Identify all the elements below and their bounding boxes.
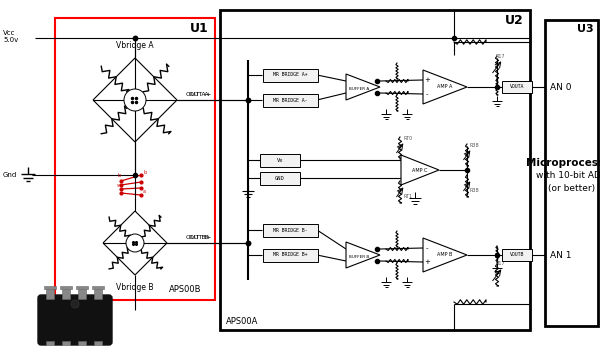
Text: b: b	[143, 170, 146, 175]
Text: MR BRIDGE B+: MR BRIDGE B+	[273, 253, 307, 257]
FancyBboxPatch shape	[38, 295, 112, 345]
Polygon shape	[423, 238, 467, 272]
Text: U2: U2	[505, 14, 524, 27]
Bar	[502, 81, 532, 93]
Text: U3: U3	[577, 24, 594, 34]
Bar	[94, 341, 102, 346]
Text: Gnd: Gnd	[3, 172, 17, 178]
Bar	[76, 286, 88, 289]
Text: BUFFER A: BUFFER A	[349, 87, 369, 91]
Text: MR BRIDGE B-: MR BRIDGE B-	[273, 228, 307, 233]
Text: R38: R38	[469, 188, 479, 193]
Text: AMP B: AMP B	[437, 253, 452, 257]
Text: APS00B: APS00B	[169, 285, 201, 294]
Bar	[260, 154, 300, 166]
Text: Vx: Vx	[277, 157, 283, 163]
Text: BUFFER B: BUFFER B	[349, 255, 369, 259]
Bar	[263, 69, 317, 82]
Bar	[92, 286, 104, 289]
Bar	[78, 341, 86, 346]
Bar	[62, 289, 70, 299]
Text: -: -	[426, 91, 428, 97]
Bar	[260, 172, 300, 184]
Circle shape	[126, 234, 144, 252]
Bar	[46, 341, 54, 346]
Bar	[46, 289, 54, 299]
Polygon shape	[401, 155, 439, 185]
Bar	[94, 289, 102, 299]
Text: AMP C: AMP C	[412, 167, 428, 173]
Bar	[263, 248, 317, 262]
Text: AMP A: AMP A	[437, 84, 452, 90]
Text: S/S: S/S	[117, 184, 124, 188]
Text: OUT B-: OUT B-	[189, 235, 211, 240]
Text: R17: R17	[495, 54, 505, 59]
Text: Microprocessor: Microprocessor	[526, 158, 600, 168]
Text: OUT B+: OUT B+	[186, 235, 211, 240]
Text: VOUTB: VOUTB	[510, 253, 524, 257]
Text: Vbridge B: Vbridge B	[116, 283, 154, 292]
Text: MR BRIDGE A+: MR BRIDGE A+	[273, 73, 307, 78]
Circle shape	[71, 300, 79, 308]
Text: with 10-bit ADC: with 10-bit ADC	[536, 172, 600, 181]
Text: AN 0: AN 0	[550, 82, 571, 91]
Polygon shape	[346, 74, 380, 100]
Text: RT0: RT0	[403, 136, 412, 141]
Bar	[60, 286, 72, 289]
Bar	[55, 18, 215, 300]
Text: Vcc
5.0v: Vcc 5.0v	[3, 30, 18, 43]
Text: OUT A+: OUT A+	[186, 92, 211, 97]
Text: +: +	[424, 259, 430, 265]
Text: R38: R38	[469, 143, 479, 148]
Polygon shape	[423, 70, 467, 104]
Bar	[62, 341, 70, 346]
Text: (or better): (or better)	[548, 183, 595, 192]
Text: APS00A: APS00A	[226, 317, 259, 326]
Text: R17: R17	[495, 261, 505, 266]
Circle shape	[124, 89, 146, 111]
Bar	[263, 224, 317, 237]
Bar	[502, 249, 532, 261]
Text: VOUTA: VOUTA	[510, 84, 524, 90]
Text: GND: GND	[275, 175, 285, 181]
Text: +: +	[424, 77, 430, 83]
Bar	[220, 10, 530, 330]
Text: RT1: RT1	[403, 194, 412, 199]
Text: Vbridge A: Vbridge A	[116, 41, 154, 50]
Text: AN 1: AN 1	[550, 251, 571, 260]
Bar	[545, 20, 598, 326]
Text: MR BRIDGE A-: MR BRIDGE A-	[273, 98, 307, 102]
Bar	[263, 93, 317, 107]
Polygon shape	[346, 242, 380, 268]
Text: OUT A-: OUT A-	[189, 92, 211, 97]
Bar	[44, 286, 56, 289]
Text: a: a	[143, 189, 146, 194]
Text: -: -	[426, 245, 428, 251]
Text: b: b	[118, 173, 121, 178]
Text: U1: U1	[190, 22, 209, 35]
Bar	[78, 289, 86, 299]
